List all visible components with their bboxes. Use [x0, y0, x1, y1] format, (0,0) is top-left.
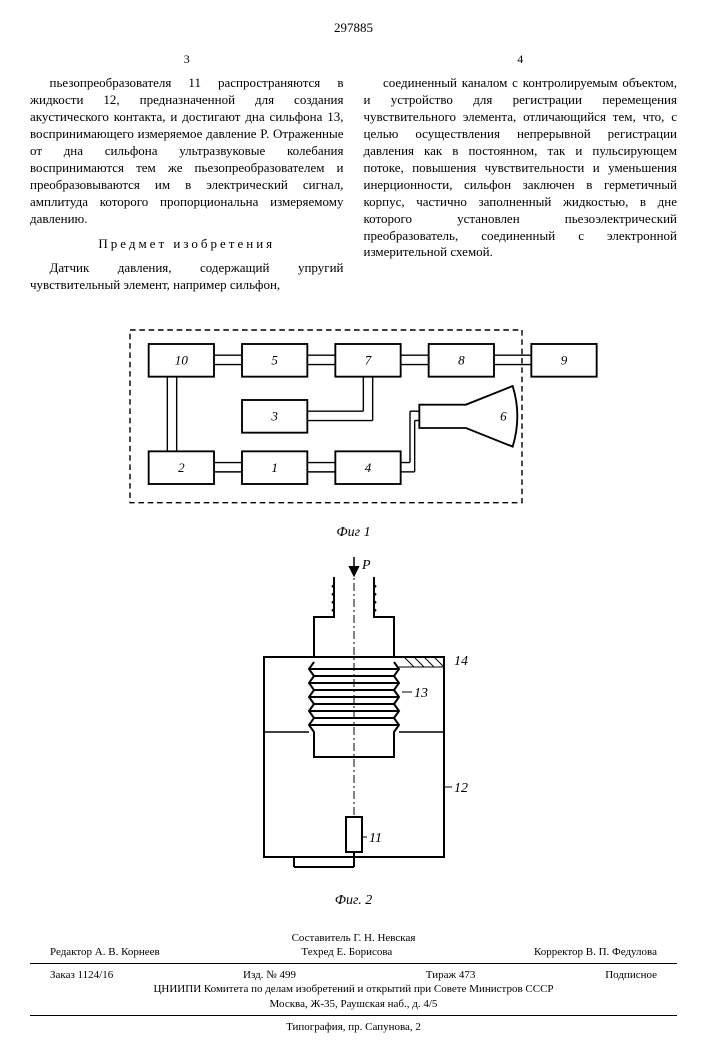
svg-text:8: 8 — [458, 353, 465, 368]
footer-izd: Изд. № 499 — [243, 968, 296, 982]
label-12: 12 — [454, 781, 468, 796]
svg-text:1: 1 — [271, 460, 278, 475]
svg-text:4: 4 — [364, 460, 371, 475]
left-paragraph-2: Датчик давления, содержащий упругий чувс… — [30, 260, 344, 294]
svg-text:10: 10 — [174, 353, 188, 368]
footer-tirazh: Тираж 473 — [426, 968, 476, 982]
footer-composer: Составитель Г. Н. Невская — [30, 931, 677, 945]
fig1-caption: Фиг 1 — [30, 524, 677, 542]
label-13: 13 — [414, 686, 428, 701]
footer: Составитель Г. Н. Невская Редактор А. В.… — [30, 931, 677, 1035]
figure-2: P 14 13 12 11 Фиг. 2 — [30, 557, 677, 910]
label-14: 14 — [454, 654, 468, 669]
footer-podpisnoe: Подписное — [605, 968, 657, 982]
label-p: P — [361, 558, 371, 573]
left-column: 3 пьезопреобразователя 11 распространяют… — [30, 52, 344, 294]
footer-order: Заказ 1124/16 — [50, 968, 113, 982]
svg-text:2: 2 — [178, 460, 185, 475]
svg-text:9: 9 — [560, 353, 567, 368]
footer-tech: Техред Е. Борисова — [301, 945, 392, 959]
footer-corrector: Корректор В. П. Федулова — [534, 945, 657, 959]
left-col-number: 3 — [30, 52, 344, 68]
left-paragraph-1: пьезопреобразователя 11 распространяются… — [30, 75, 344, 227]
footer-editor: Редактор А. В. Корнеев — [50, 945, 160, 959]
svg-text:3: 3 — [270, 409, 278, 424]
label-11: 11 — [369, 831, 382, 846]
right-column: 4 соединенный каналом с контролируемым о… — [364, 52, 678, 294]
svg-text:6: 6 — [500, 409, 507, 424]
footer-org: ЦНИИПИ Комитета по делам изобретений и о… — [30, 982, 677, 996]
fig2-caption: Фиг. 2 — [30, 892, 677, 910]
figure-1: 10 5 7 8 9 3 2 1 4 6 — [30, 309, 677, 542]
section-heading: Предмет изобретения — [30, 236, 344, 253]
footer-typography: Типография, пр. Сапунова, 2 — [30, 1020, 677, 1034]
text-columns: 3 пьезопреобразователя 11 распространяют… — [30, 52, 677, 294]
svg-text:7: 7 — [364, 353, 371, 368]
right-paragraph: соединенный каналом с контролируемым объ… — [364, 75, 678, 261]
patent-number: 297885 — [30, 20, 677, 37]
right-col-number: 4 — [364, 52, 678, 68]
svg-text:5: 5 — [271, 353, 278, 368]
footer-address: Москва, Ж-35, Раушская наб., д. 4/5 — [30, 997, 677, 1011]
